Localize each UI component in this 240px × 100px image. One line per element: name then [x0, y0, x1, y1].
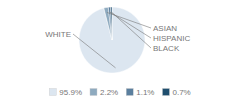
leader-line	[73, 34, 116, 68]
chart-svg: WHITE ASIANHISPANICBLACK 95.9% 2.2% 1.1% 0.7%	[0, 0, 240, 100]
legend-swatch	[49, 89, 56, 96]
annotation: ASIAN	[153, 24, 177, 33]
chart-container: WHITE ASIANHISPANICBLACK 95.9% 2.2% 1.1% 0.7%	[0, 0, 240, 100]
legend-item: 0.7%	[162, 88, 190, 97]
pie	[79, 7, 145, 73]
legend-label: 95.9%	[59, 88, 82, 97]
leader-line	[107, 12, 151, 28]
legend: 95.9% 2.2% 1.1% 0.7%	[49, 88, 190, 97]
legend-item: 95.9%	[49, 88, 82, 97]
legend-label: 0.7%	[172, 88, 190, 97]
legend-item: 1.1%	[126, 88, 154, 97]
pie-slice	[79, 7, 145, 73]
legend-item: 2.2%	[90, 88, 118, 97]
annotation: HISPANIC	[153, 34, 190, 43]
annotation: BLACK	[153, 44, 180, 53]
legend-swatch	[90, 89, 97, 96]
legend-label: 2.2%	[100, 88, 118, 97]
annotation: WHITE	[45, 30, 71, 39]
legend-swatch	[126, 89, 133, 96]
legend-swatch	[162, 89, 169, 96]
pie-slice	[104, 7, 112, 40]
leader-line	[111, 12, 151, 48]
legend-label: 1.1%	[136, 88, 154, 97]
annotations: WHITE ASIANHISPANICBLACK	[45, 12, 190, 68]
